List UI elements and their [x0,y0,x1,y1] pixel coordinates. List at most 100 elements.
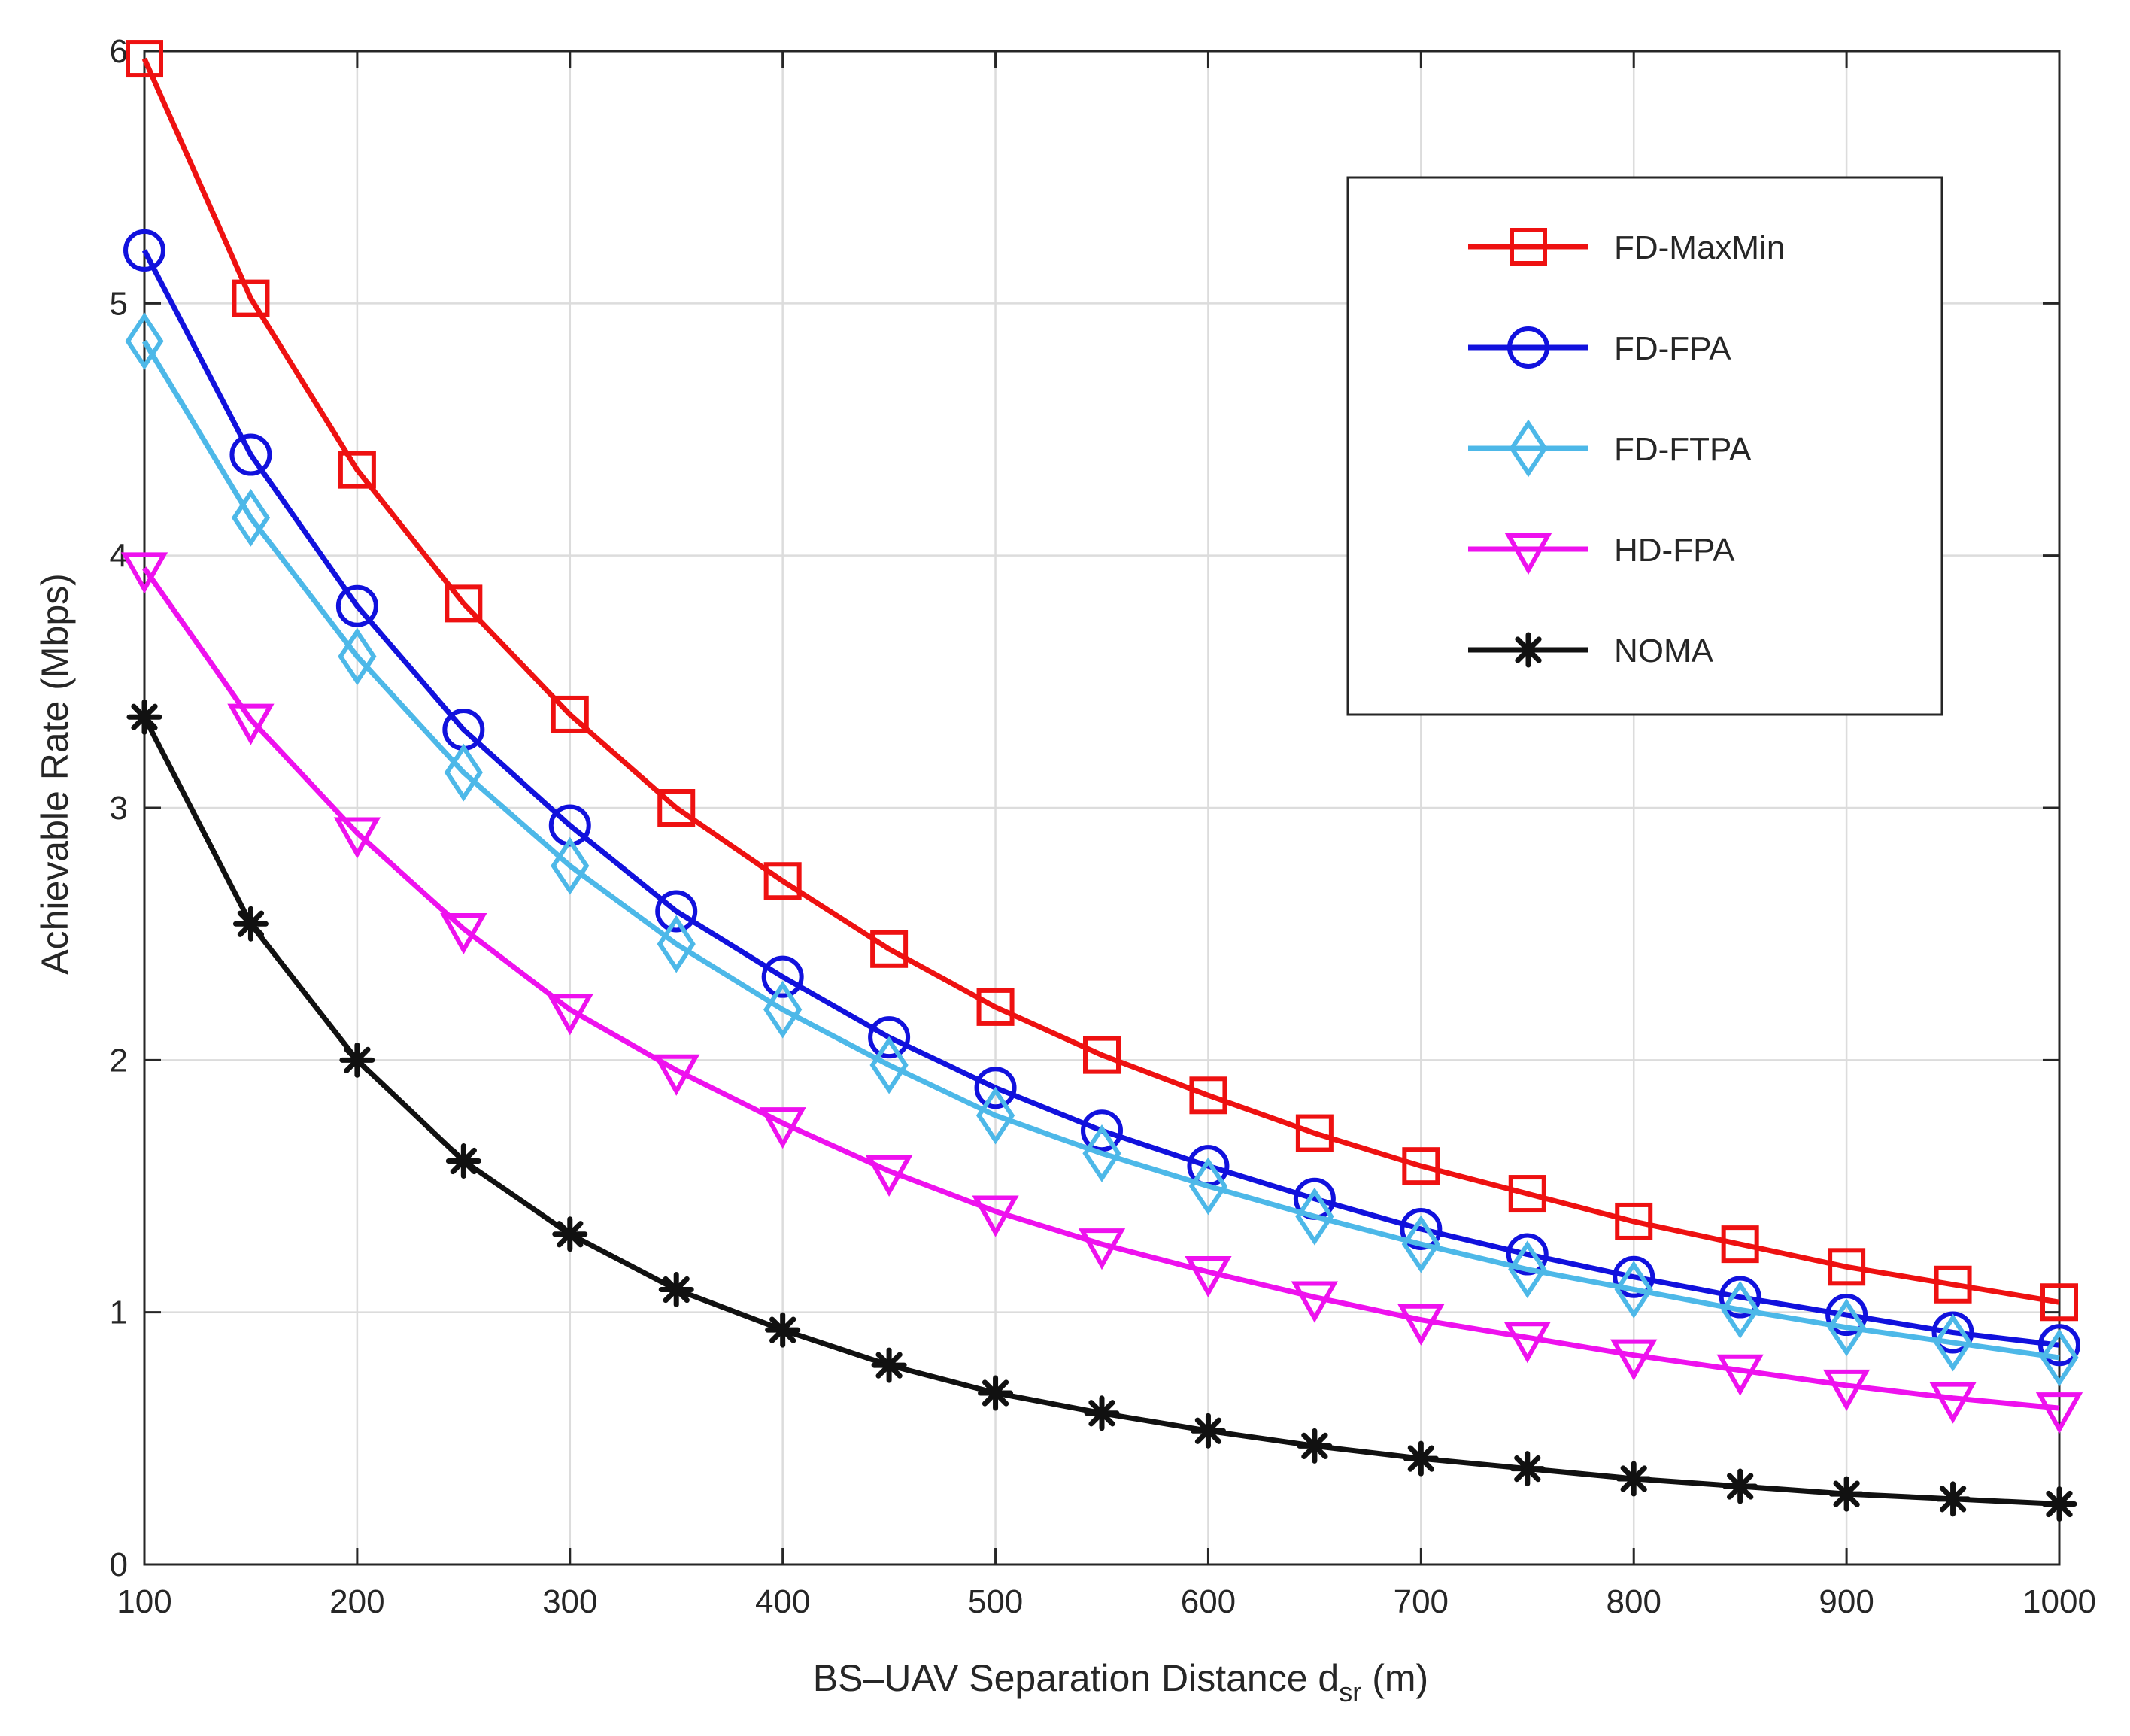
data-point-fd-ftpa [1614,1261,1653,1319]
legend-label-fd-ftpa: FD-FTPA [1614,431,1752,468]
legend-marker-fd-fpa [1507,326,1549,369]
data-point-fd-ftpa [657,915,696,973]
y-axis-label: Achievable Rate (Mbps) [34,573,76,975]
data-point-noma-stroke [237,910,265,937]
data-point-noma-stroke [1833,1480,1860,1507]
data-point-hd-fpa [759,1107,806,1149]
data-point-noma [1084,1395,1120,1431]
data-point-fd-ftpa [1933,1313,1973,1372]
plot-series [120,40,2083,1522]
data-point-noma [978,1375,1014,1411]
data-point-hd-fpa [1397,1304,1445,1346]
legend-marker-fd-maxmin [1510,228,1547,266]
legend-entry-fd-ftpa: FD-FTPA [1468,419,1752,478]
legend-entry-fd-maxmin: FD-MaxMin [1468,228,1785,266]
data-point-noma [871,1347,907,1383]
x-tick-label: 500 [968,1583,1023,1620]
data-point-fd-maxmin [445,584,483,623]
data-point-fd-maxmin [1508,1175,1546,1213]
data-point-fd-fpa [229,433,272,476]
x-tick-label: 700 [1394,1583,1449,1620]
data-point-fd-ftpa [975,1086,1015,1145]
legend-entry-noma: NOMA [1468,632,1714,669]
series-line-hd-fpa [142,566,2060,1411]
series-noma [126,699,2077,1522]
data-point-fd-maxmin [1189,1076,1227,1115]
data-point-fd-maxmin [1828,1248,1866,1286]
data-point-fd-fpa [1506,1233,1549,1276]
data-point-hd-fpa [1822,1369,1871,1412]
data-point-fd-ftpa [444,743,483,802]
y-tick-label: 6 [110,33,128,70]
data-point-noma-stroke [1194,1417,1222,1444]
data-point-fd-maxmin [1934,1265,1972,1304]
data-point-fd-fpa [335,584,378,627]
x-tick-label: 1000 [2022,1583,2096,1620]
data-point-hd-fpa [1929,1382,1977,1424]
data-point-fd-fpa [1613,1255,1655,1298]
data-point-fd-fpa [1931,1311,1974,1354]
data-point-noma-stroke [1939,1486,1967,1513]
y-tick-label: 5 [110,285,128,322]
data-point-noma-stroke [982,1379,1009,1407]
legend-marker-fd-ftpa [1509,419,1548,478]
data-point-fd-maxmin [1721,1225,1759,1264]
data-point-fd-ftpa [1401,1215,1440,1273]
data-point-fd-maxmin [763,862,802,900]
data-point-hd-fpa [1185,1256,1232,1298]
data-point-fd-fpa [1719,1276,1761,1319]
data-point-hd-fpa [440,912,487,955]
data-point-hd-fpa [865,1155,913,1197]
data-point-hd-fpa [1610,1339,1658,1381]
y-tick-label: 2 [110,1042,128,1079]
data-point-noma-stroke [1407,1445,1434,1472]
data-point-hd-fpa [227,703,275,745]
legend: FD-MaxMin FD-FPA FD-FTPA HD-FPA NOMA [1346,176,1943,716]
x-tick-label: 800 [1607,1583,1661,1620]
data-point-fd-maxmin [657,789,696,827]
data-point-noma-stroke [450,1147,477,1175]
data-point-fd-ftpa [763,980,803,1039]
data-point-noma [126,699,162,735]
data-point-fd-fpa [868,1016,911,1059]
data-point-fd-ftpa [125,312,164,371]
x-axis-label-unit: (m) [1372,1657,1428,1699]
y-tick-label: 1 [110,1294,128,1331]
data-point-fd-maxmin [976,988,1015,1026]
data-point-hd-fpa [1503,1322,1551,1364]
legend-label-fd-fpa: FD-FPA [1614,330,1731,367]
data-point-hd-fpa [546,994,593,1036]
data-point-noma [445,1143,481,1179]
data-point-hd-fpa [120,552,168,594]
data-point-hd-fpa [333,817,381,859]
data-point-noma-stroke [1620,1465,1647,1492]
data-point-noma-stroke [1088,1400,1115,1427]
data-point-noma-stroke [1301,1432,1328,1460]
data-point-fd-ftpa [231,488,271,547]
series-line-fd-maxmin [141,57,2060,1305]
data-point-fd-fpa [974,1067,1017,1109]
data-point-fd-maxmin [338,451,376,489]
data-point-noma-stroke [1727,1473,1754,1500]
data-point-fd-ftpa [1295,1187,1334,1246]
legend-marker-noma-stroke [1515,636,1542,663]
y-tick-label: 0 [110,1546,128,1583]
data-point-fd-ftpa [338,627,377,686]
x-tick-label: 400 [755,1583,810,1620]
data-point-fd-maxmin [2040,1283,2078,1322]
data-point-noma-stroke [131,703,158,730]
data-point-noma-stroke [663,1276,690,1304]
data-point-hd-fpa [1078,1228,1126,1270]
x-tick-label: 100 [117,1583,171,1620]
data-point-fd-maxmin [551,695,589,733]
data-point-noma-stroke [557,1221,584,1248]
series-fd-ftpa [125,312,2079,1387]
x-axis-label-sub: sr [1339,1677,1361,1707]
data-point-noma [1403,1440,1439,1477]
data-point-noma [1828,1476,1865,1512]
legend-box [1346,176,1943,716]
data-point-fd-ftpa [551,836,590,895]
data-point-fd-maxmin [1083,1036,1121,1074]
legend-marker-noma [1510,632,1546,668]
